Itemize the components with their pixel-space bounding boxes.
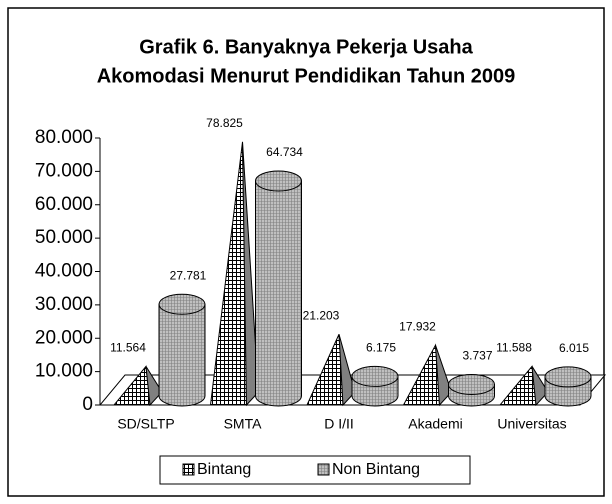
y-tick-label: 50.000 (35, 227, 93, 248)
pyramid-side (531, 366, 549, 407)
y-tick-label: 40.000 (35, 261, 93, 282)
value-label: 78.825 (206, 116, 243, 130)
pyramid (306, 334, 356, 407)
value-label: 21.203 (303, 308, 340, 322)
pyramid-side (242, 141, 260, 407)
y-tick-label: 30.000 (35, 294, 93, 315)
cylinder (351, 365, 399, 407)
pyramid (402, 343, 453, 407)
cylinder-body (255, 180, 302, 407)
value-label: 64.734 (266, 145, 303, 159)
cylinder-top (351, 365, 399, 387)
x-tick-label: SD/SLTP (117, 416, 174, 432)
value-label: 6.175 (366, 341, 396, 355)
cylinder (255, 170, 302, 407)
value-label: 17.932 (399, 319, 436, 333)
value-label: 3.737 (462, 349, 492, 363)
pyramid (209, 141, 260, 407)
x-tick-label: D I/II (324, 416, 354, 432)
pyramid (112, 365, 163, 407)
chart-border (7, 7, 605, 497)
pyramid-side (435, 344, 453, 407)
pyramid-side (145, 366, 163, 407)
legend-label: Bintang (197, 461, 251, 478)
cylinder-top (448, 374, 495, 396)
legend-swatch (317, 463, 330, 476)
pyramid-side (338, 334, 356, 407)
cylinder-top (544, 366, 592, 388)
cylinder (544, 366, 592, 407)
value-label: 11.588 (496, 340, 532, 354)
legend-label: Non Bintang (332, 461, 420, 478)
value-label: 11.564 (110, 341, 146, 355)
x-tick-label: Universitas (497, 416, 566, 432)
cylinder-top (158, 293, 206, 315)
legend-swatch (182, 463, 195, 476)
cylinder-top (255, 170, 302, 192)
x-tick-label: SMTA (224, 416, 263, 432)
y-tick-label: 0 (82, 394, 93, 415)
cylinder (448, 374, 495, 407)
y-tick-label: 20.000 (35, 327, 93, 348)
cylinder-body (158, 303, 206, 407)
pyramid (498, 365, 549, 407)
y-tick-label: 10.000 (35, 361, 93, 382)
value-label: 27.781 (170, 268, 207, 282)
y-tick-label: 70.000 (35, 160, 93, 181)
y-tick-label: 80.000 (35, 127, 93, 148)
chart-title: Grafik 6. Banyaknya Pekerja Usaha (139, 36, 473, 58)
legend (159, 455, 471, 485)
y-tick-label: 60.000 (35, 194, 93, 215)
value-label: 6.015 (559, 341, 589, 355)
x-tick-label: Akademi (408, 416, 462, 432)
cylinder (158, 293, 206, 407)
chart-title: Akomodasi Menurut Pendidikan Tahun 2009 (97, 65, 516, 87)
